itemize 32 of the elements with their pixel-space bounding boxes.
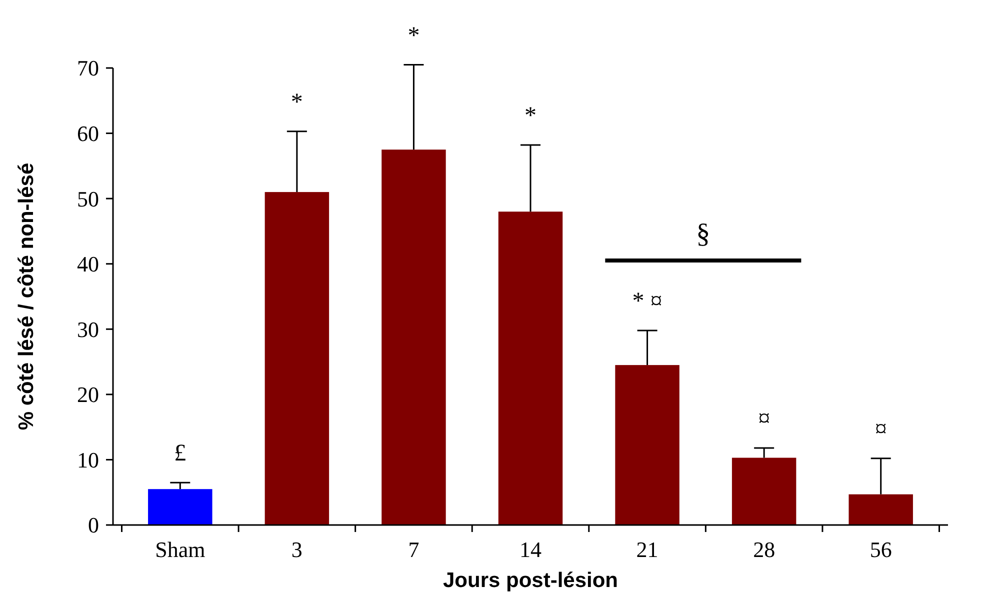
- text: *: [408, 22, 420, 49]
- bar: [382, 150, 446, 525]
- y-tick-label: 20: [77, 382, 99, 408]
- y-tick-label: 70: [77, 56, 99, 81]
- x-tick-label: 3: [291, 537, 302, 562]
- annotation: ¤: [758, 406, 770, 432]
- annotation: £: [174, 440, 186, 467]
- bar: [498, 212, 563, 525]
- x-tick-label: 14: [520, 537, 542, 562]
- bar: [615, 365, 680, 525]
- bar: [148, 489, 212, 525]
- x-axis-title: Jours post-lésion: [442, 569, 618, 592]
- x-tick-label: 28: [753, 537, 776, 562]
- x-tick-label: 21: [636, 537, 658, 562]
- bar: [848, 494, 913, 525]
- y-tick-label: 30: [77, 316, 99, 342]
- y-tick-label: 10: [77, 447, 99, 472]
- y-tick-label: 50: [77, 186, 99, 212]
- bar: [732, 458, 796, 525]
- annotation: * ¤: [632, 288, 662, 314]
- y-axis-title: % côté lésé / côté non-lésé: [15, 162, 38, 430]
- annotation: *: [524, 103, 536, 130]
- bar: [264, 192, 330, 525]
- y-tick-label: 0: [88, 512, 99, 538]
- annotation: ¤: [874, 416, 887, 442]
- annotation: §: [696, 218, 710, 250]
- x-tick-label: 7: [408, 537, 420, 562]
- y-tick-label: 40: [77, 252, 99, 277]
- y-tick-label: 60: [77, 120, 99, 146]
- annotation: *: [290, 89, 303, 116]
- x-tick-label: 56: [870, 537, 892, 562]
- x-tick-label: Sham: [155, 537, 206, 562]
